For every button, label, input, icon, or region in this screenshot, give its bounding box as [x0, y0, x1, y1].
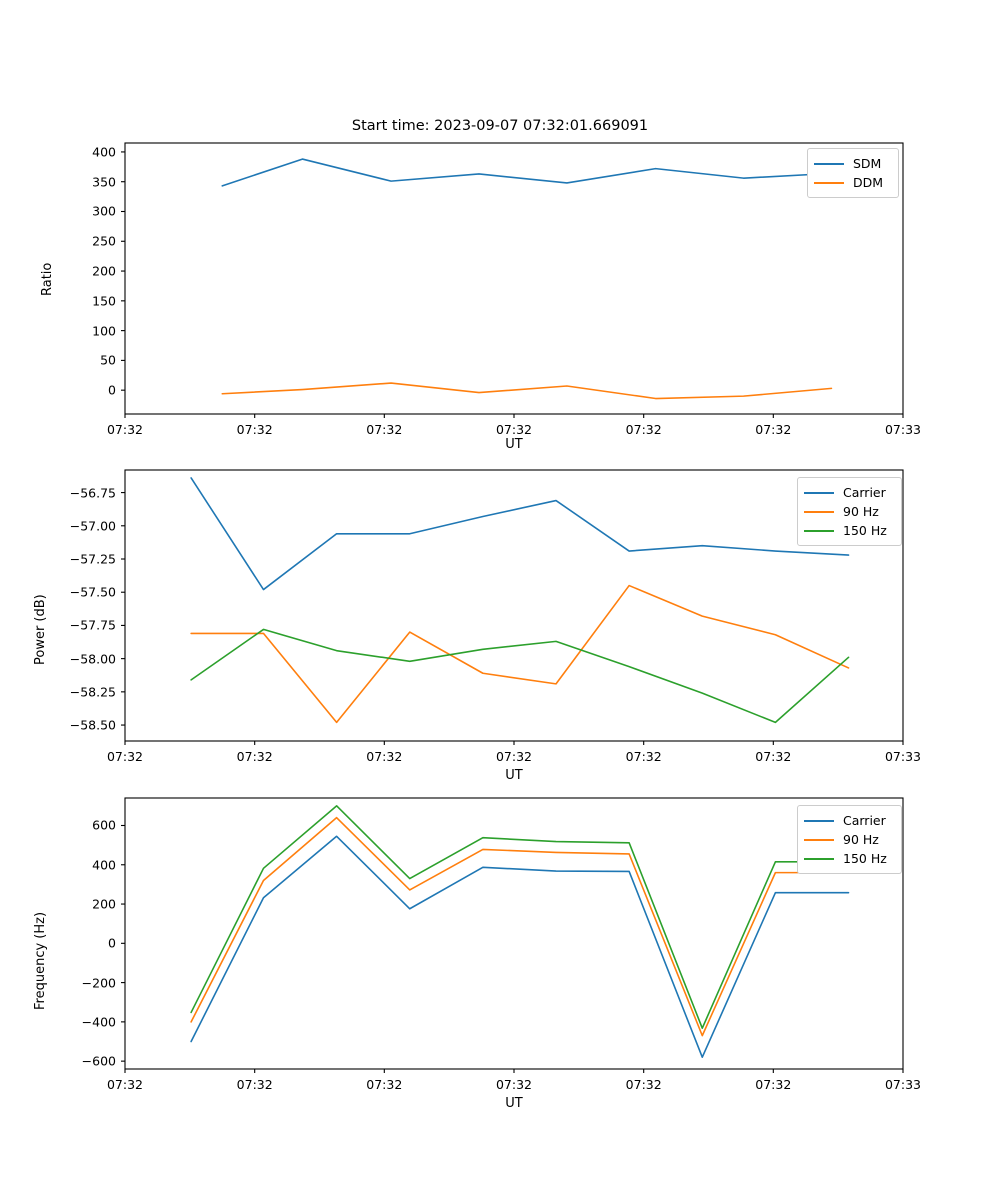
y-tick-label: −57.00: [69, 518, 116, 534]
x-tick-label: 07:32: [366, 422, 403, 437]
series-line-carrier: [190, 835, 850, 1059]
y-tick-label: 300: [92, 203, 116, 219]
y-tick-label: 100: [92, 323, 116, 339]
legend-item-carrier-freq: Carrier: [804, 811, 894, 830]
panel3-xlabel: UT: [505, 1096, 523, 1111]
legend-swatch-90hz: [804, 838, 834, 841]
y-tick-label: −58.25: [69, 684, 116, 700]
legend-item-sdm: SDM: [814, 154, 891, 173]
series-line-ddm: [221, 382, 833, 400]
panel2-legend: Carrier 90 Hz 150 Hz: [797, 477, 902, 546]
y-tick-label: 200: [92, 896, 116, 912]
x-tick-label: 07:33: [884, 749, 922, 764]
figure-title: Start time: 2023-09-07 07:32:01.669091: [351, 118, 649, 134]
legend-swatch-carrier: [804, 491, 834, 494]
x-tick-label: 07:32: [236, 422, 273, 437]
y-tick-label: −57.75: [69, 617, 116, 633]
x-tick-label: 07:32: [625, 1077, 662, 1092]
legend-swatch-150hz: [804, 529, 834, 532]
panel-ratio: Start time: 2023-09-07 07:32:01.669091 U…: [0, 0, 1000, 460]
y-tick-label: 50: [100, 352, 116, 368]
series-line-90-hz: [190, 584, 850, 724]
panel1-xlabel: UT: [505, 437, 523, 452]
series-line-90-hz: [190, 816, 850, 1037]
x-tick-label: 07:32: [755, 749, 792, 764]
legend-swatch-sdm: [814, 162, 844, 165]
legend-label-carrier: Carrier: [843, 485, 886, 500]
legend-swatch-carrier: [804, 819, 834, 822]
panel1-legend: SDM DDM: [807, 148, 899, 198]
legend-label-sdm: SDM: [853, 156, 882, 171]
panel3-legend: Carrier 90 Hz 150 Hz: [797, 805, 902, 874]
series-line-150-hz: [190, 805, 850, 1029]
legend-item-carrier-power: Carrier: [804, 483, 894, 502]
x-tick-label: 07:33: [884, 422, 922, 437]
y-tick-label: −58.00: [69, 651, 116, 667]
y-tick-label: −57.25: [69, 551, 116, 567]
y-tick-label: 150: [92, 293, 116, 309]
y-tick-label: 400: [92, 144, 116, 160]
legend-item-150hz-power: 150 Hz: [804, 521, 894, 540]
panel-ratio-canvas: [121, 142, 904, 418]
x-tick-label: 07:32: [625, 749, 662, 764]
x-tick-label: 07:32: [495, 422, 533, 437]
legend-label-150hz: 150 Hz: [843, 523, 887, 538]
x-tick-label: 07:32: [106, 1077, 144, 1092]
panel3-ylabel: Frequency (Hz): [33, 911, 48, 1010]
y-tick-label: −200: [81, 975, 116, 991]
x-tick-label: 07:32: [366, 1077, 403, 1092]
series-line-carrier: [190, 477, 850, 591]
y-tick-label: 400: [92, 857, 116, 873]
y-tick-label: −600: [81, 1053, 116, 1069]
y-tick-label: −57.50: [69, 584, 116, 600]
x-tick-label: 07:32: [366, 749, 403, 764]
y-tick-label: 0: [108, 935, 116, 951]
y-tick-label: 0: [108, 382, 116, 398]
legend-swatch-ddm: [814, 181, 844, 184]
y-tick-label: −400: [81, 1014, 116, 1030]
series-line-sdm: [221, 158, 833, 187]
legend-label-90hz: 90 Hz: [843, 504, 879, 519]
x-tick-label: 07:32: [236, 1077, 273, 1092]
x-tick-label: 07:32: [625, 422, 662, 437]
legend-label-150hz: 150 Hz: [843, 851, 887, 866]
panel2-xlabel: UT: [505, 768, 523, 783]
y-tick-label: 250: [92, 233, 116, 249]
x-tick-label: 07:32: [106, 422, 144, 437]
legend-item-90hz-power: 90 Hz: [804, 502, 894, 521]
legend-item-ddm: DDM: [814, 173, 891, 192]
legend-label-ddm: DDM: [853, 175, 884, 190]
x-tick-label: 07:32: [106, 749, 144, 764]
legend-label-90hz: 90 Hz: [843, 832, 879, 847]
x-tick-label: 07:32: [495, 1077, 533, 1092]
x-tick-label: 07:32: [755, 1077, 792, 1092]
x-tick-label: 07:32: [236, 749, 273, 764]
series-line-150-hz: [190, 628, 850, 724]
y-tick-label: 350: [92, 174, 116, 190]
legend-swatch-90hz: [804, 510, 834, 513]
x-tick-label: 07:32: [495, 749, 533, 764]
y-tick-label: 600: [92, 817, 116, 833]
legend-label-carrier: Carrier: [843, 813, 886, 828]
legend-item-150hz-freq: 150 Hz: [804, 849, 894, 868]
legend-item-90hz-freq: 90 Hz: [804, 830, 894, 849]
y-tick-label: 200: [92, 263, 116, 279]
x-tick-label: 07:33: [884, 1077, 922, 1092]
y-tick-label: −56.75: [69, 485, 116, 501]
y-tick-label: −58.50: [69, 717, 116, 733]
x-tick-label: 07:32: [755, 422, 792, 437]
legend-swatch-150hz: [804, 857, 834, 860]
